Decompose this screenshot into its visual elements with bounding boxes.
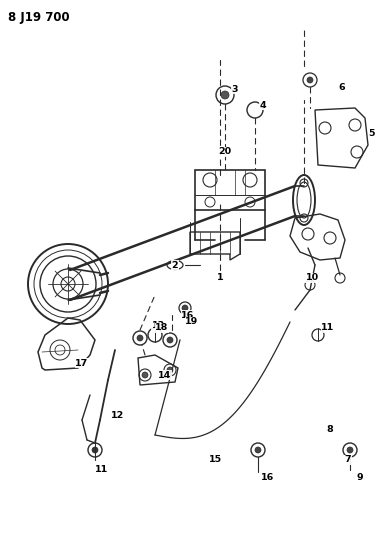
Circle shape xyxy=(92,447,98,453)
Circle shape xyxy=(142,372,148,378)
Text: 1: 1 xyxy=(217,273,223,282)
Text: 16: 16 xyxy=(262,473,275,482)
Text: 16: 16 xyxy=(181,311,195,319)
Text: 13: 13 xyxy=(151,320,165,329)
Circle shape xyxy=(167,367,173,373)
Text: 7: 7 xyxy=(345,456,351,464)
Text: 3: 3 xyxy=(232,85,238,93)
Text: 2: 2 xyxy=(172,261,178,270)
Circle shape xyxy=(137,335,143,341)
Text: 5: 5 xyxy=(369,128,375,138)
Text: 6: 6 xyxy=(339,84,345,93)
Text: 12: 12 xyxy=(111,410,125,419)
Text: 8: 8 xyxy=(327,425,333,434)
Circle shape xyxy=(182,305,188,311)
Text: 11: 11 xyxy=(95,465,109,474)
Circle shape xyxy=(307,77,313,83)
Circle shape xyxy=(255,447,261,453)
Text: 10: 10 xyxy=(305,273,319,282)
Circle shape xyxy=(167,337,173,343)
Text: 4: 4 xyxy=(260,101,266,109)
Text: 17: 17 xyxy=(75,359,89,367)
Text: 15: 15 xyxy=(209,456,222,464)
Circle shape xyxy=(347,447,353,453)
Text: 9: 9 xyxy=(357,473,363,482)
Text: 14: 14 xyxy=(158,370,172,379)
Text: 8 J19 700: 8 J19 700 xyxy=(8,12,70,25)
Text: 11: 11 xyxy=(321,324,334,333)
Text: 20: 20 xyxy=(218,148,232,157)
Text: 19: 19 xyxy=(185,318,199,327)
Circle shape xyxy=(221,91,229,99)
Text: 18: 18 xyxy=(155,324,169,333)
